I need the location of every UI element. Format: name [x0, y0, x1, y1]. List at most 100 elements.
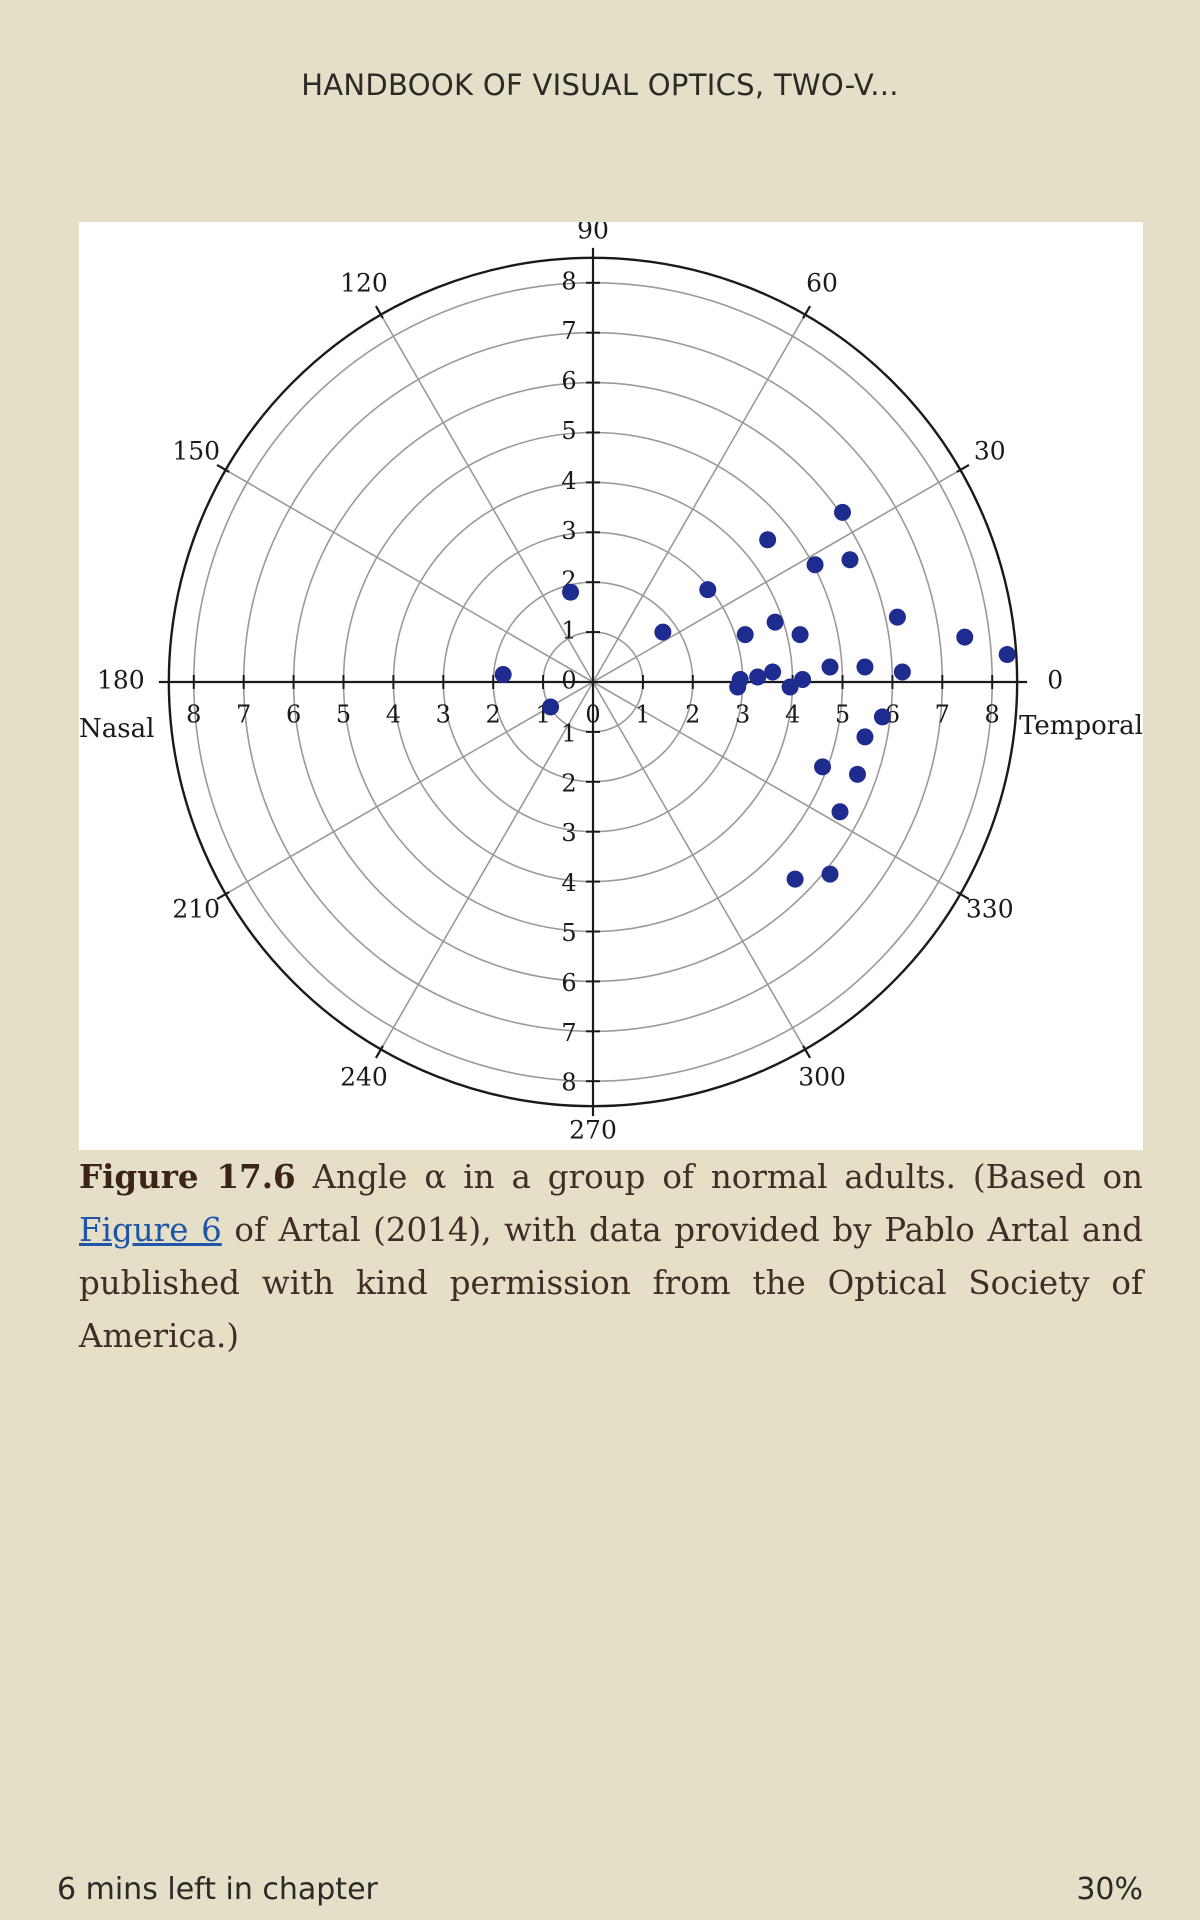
radial-label-down-4: 4: [561, 869, 576, 897]
data-point-30: [542, 698, 560, 716]
radial-label-up-7: 7: [561, 317, 576, 345]
radial-label-left-5: 5: [336, 701, 351, 729]
spoke-30: [592, 469, 961, 683]
reading-progress: 30%: [1076, 1872, 1143, 1907]
radial-label-down-5: 5: [561, 919, 576, 947]
angle-label-90: 90: [577, 222, 609, 244]
radial-label-right-5: 5: [835, 701, 850, 729]
radial-label-up-8: 8: [561, 267, 576, 295]
spoke-120: [380, 314, 594, 683]
spoke-60: [592, 314, 806, 683]
data-point-18: [821, 658, 839, 676]
angle-label-150: 150: [172, 436, 220, 465]
angle-label-210: 210: [172, 895, 220, 924]
spoke-300: [592, 681, 806, 1050]
radial-label-down-2: 2: [561, 769, 576, 797]
radial-label-down-7: 7: [561, 1019, 576, 1047]
figure-caption: Figure 17.6 Angle α in a group of normal…: [79, 1150, 1143, 1363]
radial-label-right-3: 3: [735, 701, 750, 729]
side-label-temporal: Temporal: [1019, 711, 1143, 741]
spoke-240: [380, 681, 594, 1050]
side-label-nasal: Nasal: [79, 714, 154, 744]
radial-label-left-7: 7: [236, 701, 251, 729]
radial-label-left-4: 4: [386, 701, 401, 729]
polar-scatter-figure: 0 1 1 1 1 2 2 2 2 3 3 3 3 4 4 4 4 5 5 5 5 6 6 6 6 7 7 7 7 8 8 8 8 0 0 30 60 9…: [79, 222, 1143, 1150]
data-point-7: [766, 613, 784, 631]
data-point-26: [821, 865, 839, 883]
radial-label-down-1: 1: [561, 719, 576, 747]
angle-label-240: 240: [340, 1062, 388, 1091]
data-point-28: [562, 583, 580, 601]
tick-240: [374, 1045, 384, 1059]
radial-label-right-4: 4: [785, 701, 800, 729]
data-point-17: [794, 671, 812, 689]
data-point-15: [764, 663, 782, 681]
radial-label-up-1: 1: [561, 617, 576, 645]
angle-label-30: 30: [974, 436, 1006, 465]
data-point-20: [893, 663, 911, 681]
radial-label-right-2: 2: [685, 701, 700, 729]
caption-text-after: of Artal (2014), with data provided by P…: [79, 1211, 1143, 1355]
radial-label-down-8: 8: [561, 1069, 576, 1097]
angle-label-60: 60: [806, 269, 838, 298]
radial-label-origin: 0: [561, 667, 576, 695]
figure-label: Figure 17.6: [79, 1157, 296, 1196]
data-point-25: [831, 803, 849, 821]
tick-330: [956, 891, 970, 901]
data-point-8: [791, 626, 809, 644]
angle-label-300: 300: [798, 1062, 846, 1091]
radial-label-left-3: 3: [436, 701, 451, 729]
tick-300: [802, 1045, 812, 1059]
tick-210: [216, 891, 230, 901]
data-point-16: [781, 678, 799, 696]
angle-label-330: 330: [966, 895, 1014, 924]
spoke-210: [225, 681, 594, 895]
radial-label-up-4: 4: [561, 467, 576, 495]
spoke-150: [225, 469, 594, 683]
data-point-29: [494, 666, 512, 684]
chapter-time-left: 6 mins left in chapter: [57, 1872, 378, 1907]
radial-label-right-8: 8: [985, 701, 1000, 729]
radial-label-left-8: 8: [186, 701, 201, 729]
radial-label-up-6: 6: [561, 367, 576, 395]
radial-label-right-7: 7: [935, 701, 950, 729]
data-point-10: [956, 628, 974, 646]
radial-label-right-0: 0: [585, 701, 600, 729]
data-point-21: [873, 708, 891, 726]
angle-label-270: 270: [569, 1116, 617, 1145]
radial-label-up-5: 5: [561, 417, 576, 445]
data-point-23: [814, 758, 832, 776]
data-point-3: [841, 551, 859, 569]
data-point-14: [749, 668, 767, 686]
figure-6-link[interactable]: Figure 6: [79, 1211, 222, 1249]
data-point-2: [806, 556, 824, 574]
radial-label-left-2: 2: [486, 701, 501, 729]
data-point-13: [731, 671, 749, 689]
angle-label-180: 180: [97, 666, 145, 695]
data-point-0: [834, 503, 851, 521]
spoke-330: [592, 681, 961, 895]
data-point-5: [654, 623, 672, 641]
data-point-6: [736, 626, 754, 644]
radial-label-down-3: 3: [561, 819, 576, 847]
tick-30: [956, 463, 970, 473]
data-point-4: [699, 581, 717, 599]
tick-150: [216, 463, 230, 473]
radial-label-right-1: 1: [635, 701, 650, 729]
data-point-9: [888, 608, 906, 626]
data-point-22: [856, 728, 874, 746]
data-point-27: [786, 870, 804, 888]
angle-label-120: 120: [340, 269, 388, 298]
data-point-1: [759, 531, 777, 549]
caption-text-before: Angle α in a group of normal adults. (Ba…: [295, 1158, 1143, 1196]
angle-label-0: 0: [1047, 666, 1063, 695]
tick-120: [374, 305, 384, 319]
tick-60: [802, 305, 812, 319]
data-point-24: [848, 765, 866, 783]
book-title: HANDBOOK OF VISUAL OPTICS, TWO-V...: [301, 68, 899, 102]
radial-label-left-6: 6: [286, 701, 301, 729]
data-point-19: [856, 658, 874, 676]
data-point-11: [998, 646, 1016, 664]
radial-label-down-6: 6: [561, 969, 576, 997]
